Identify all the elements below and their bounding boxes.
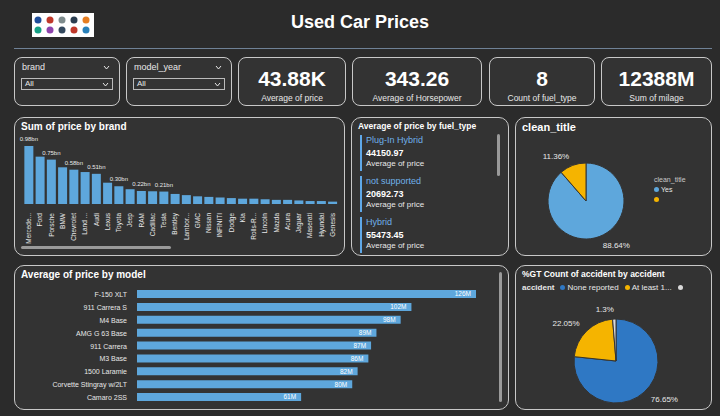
html-text:%GT Count of accident by accid: %GT Count of accident by accident <box>522 269 665 279</box>
svg-text:GMC: GMC <box>194 213 201 228</box>
svg-text:Land ...: Land ... <box>81 213 88 235</box>
svg-text:11.36%: 11.36% <box>543 152 570 161</box>
html-text:8: 8 <box>536 67 548 90</box>
html-text:20692.73: 20692.73 <box>366 189 404 199</box>
svg-text:87M: 87M <box>353 342 366 349</box>
html-text:not supported: not supported <box>366 176 421 186</box>
html-text:Average of price by fuel_type: Average of price by fuel_type <box>358 121 477 131</box>
svg-text:INFINITI: INFINITI <box>216 213 223 238</box>
html-text:clean_title: clean_title <box>654 176 686 183</box>
html-text:Sum of milage: Sum of milage <box>629 93 684 103</box>
html-text:All: All <box>137 79 146 88</box>
svg-text:1.3%: 1.3% <box>596 305 614 314</box>
html-text:44150.97: 44150.97 <box>366 148 404 158</box>
html-text:Average of Horsepower: Average of Horsepower <box>372 93 462 103</box>
svg-text:98M: 98M <box>383 316 396 323</box>
html-text:12388M: 12388M <box>618 67 695 90</box>
html-text:343.26: 343.26 <box>384 67 450 90</box>
html-text:Average of price: Average of price <box>366 241 425 250</box>
svg-text:Jaguar: Jaguar <box>295 212 303 233</box>
html-text:model_year: model_year <box>134 62 181 72</box>
svg-text:Kia: Kia <box>239 213 246 223</box>
svg-text:0.30bn: 0.30bn <box>110 176 128 182</box>
svg-text:Nissan: Nissan <box>205 213 212 233</box>
html-text:Plug-In Hybrid: Plug-In Hybrid <box>366 135 423 145</box>
svg-text:0.51bn: 0.51bn <box>87 164 105 170</box>
svg-text:1500 Laramie: 1500 Laramie <box>84 368 127 375</box>
svg-text:F-150 XLT: F-150 XLT <box>94 291 127 298</box>
html-text:55473.45: 55473.45 <box>366 230 404 240</box>
svg-text:AMG G 63 Base: AMG G 63 Base <box>76 330 127 337</box>
html-text:clean_title: clean_title <box>522 121 576 133</box>
svg-text:Genesis: Genesis <box>329 212 336 237</box>
svg-text:0.22bn: 0.22bn <box>132 181 150 187</box>
html-text:43.88K: 43.88K <box>258 67 326 90</box>
svg-text:Tesla: Tesla <box>160 213 167 229</box>
html-text:accident: accident <box>522 283 555 292</box>
html-text:Hybrid: Hybrid <box>366 217 392 227</box>
svg-text:Rolls-R...: Rolls-R... <box>250 213 257 240</box>
svg-text:Mercede...: Mercede... <box>25 213 32 244</box>
svg-text:Toyota: Toyota <box>115 213 123 233</box>
svg-text:911 Carrera: 911 Carrera <box>90 343 127 350</box>
svg-text:Lincoln: Lincoln <box>261 213 268 234</box>
svg-text:0.58bn: 0.58bn <box>65 160 83 166</box>
svg-text:Chevrolet: Chevrolet <box>70 213 77 241</box>
svg-text:Camaro 2SS: Camaro 2SS <box>87 394 127 401</box>
svg-text:22.05%: 22.05% <box>552 319 579 328</box>
svg-text:Audi: Audi <box>93 213 100 226</box>
svg-text:Bentley: Bentley <box>171 212 179 234</box>
svg-text:88.64%: 88.64% <box>603 241 630 250</box>
svg-text:Hyundai: Hyundai <box>318 213 326 237</box>
svg-text:76.65%: 76.65% <box>651 395 678 404</box>
svg-text:80M: 80M <box>335 381 348 388</box>
svg-text:911 Carrera S: 911 Carrera S <box>84 304 128 311</box>
svg-text:126M: 126M <box>455 290 471 297</box>
svg-text:Jeep: Jeep <box>126 213 134 227</box>
svg-text:M3 Base: M3 Base <box>99 355 127 362</box>
html-text:brand: brand <box>22 62 45 72</box>
html-text:Average of price: Average of price <box>261 93 323 103</box>
html-text:Average of price by model: Average of price by model <box>21 269 146 280</box>
svg-text:Dodge: Dodge <box>228 213 236 233</box>
svg-text:102M: 102M <box>390 303 406 310</box>
svg-text:Cadillac: Cadillac <box>149 212 156 236</box>
html-text:Yes: Yes <box>661 185 673 193</box>
svg-text:0.21bn: 0.21bn <box>155 182 173 188</box>
svg-text:Acura: Acura <box>284 213 291 230</box>
svg-text:BMW: BMW <box>59 212 66 229</box>
html-text:Used Car Prices: Used Car Prices <box>291 12 429 32</box>
html-text:Average of price: Average of price <box>366 159 425 168</box>
svg-text:Mazda: Mazda <box>273 213 280 233</box>
svg-text:61M: 61M <box>283 393 296 400</box>
html-text:Sum of price by brand: Sum of price by brand <box>21 121 127 132</box>
html-text:Count of fuel_type: Count of fuel_type <box>507 93 577 103</box>
svg-text:86M: 86M <box>351 355 364 362</box>
svg-text:RAM: RAM <box>138 213 145 227</box>
html-text:All: All <box>25 79 34 88</box>
svg-text:Porsche: Porsche <box>48 213 55 237</box>
svg-text:0.98bn: 0.98bn <box>20 136 38 142</box>
html-text:Average of price: Average of price <box>366 200 425 209</box>
svg-text:Ford: Ford <box>36 213 43 227</box>
svg-text:82M: 82M <box>340 368 353 375</box>
svg-text:0.75bn: 0.75bn <box>42 150 60 156</box>
html-text:None reported: None reported <box>567 283 619 292</box>
svg-text:Lexus: Lexus <box>104 212 111 230</box>
html-text:At least 1...: At least 1... <box>631 283 672 292</box>
svg-text:89M: 89M <box>359 329 372 336</box>
svg-text:Lambor...: Lambor... <box>183 213 190 240</box>
svg-text:Corvette Stingray w/2LT: Corvette Stingray w/2LT <box>52 381 127 389</box>
svg-text:M4 Base: M4 Base <box>99 317 127 324</box>
svg-text:Maserati: Maserati <box>306 213 313 238</box>
